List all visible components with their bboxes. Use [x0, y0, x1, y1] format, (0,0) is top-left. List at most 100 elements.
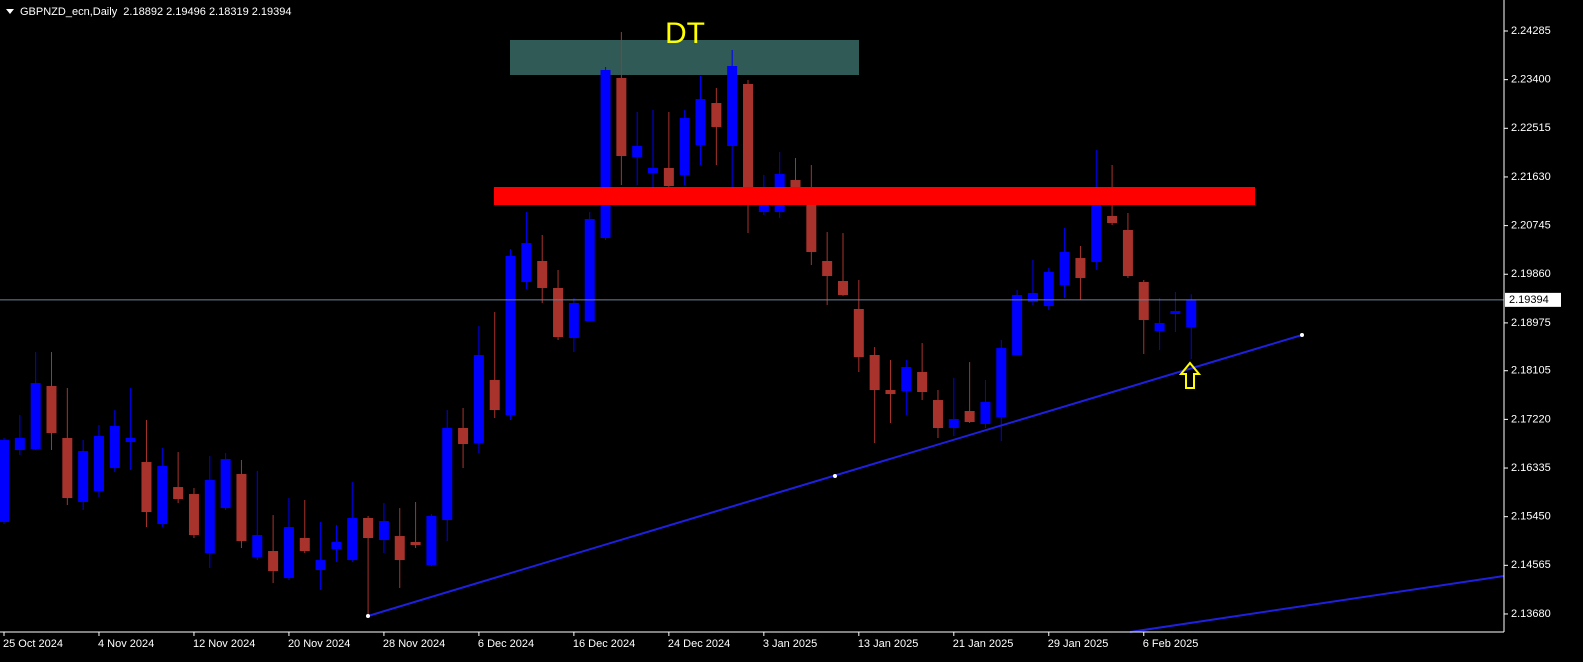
- candle-body: [62, 438, 73, 499]
- candle-body: [1012, 295, 1023, 356]
- candle-body: [315, 560, 326, 570]
- candle-body: [473, 355, 484, 444]
- candle-body: [537, 261, 548, 288]
- candle-body: [458, 428, 469, 444]
- price-label-box: [1505, 292, 1561, 307]
- y-tick-label: 2.20745: [1511, 220, 1551, 232]
- trend-point: [1300, 333, 1304, 337]
- candle-body: [236, 474, 247, 542]
- candle-body: [204, 480, 215, 554]
- x-tick-label: 6 Feb 2025: [1143, 638, 1199, 650]
- y-tick-label: 2.18975: [1511, 317, 1551, 329]
- y-tick-label: 2.13680: [1511, 608, 1551, 620]
- candle-body: [584, 219, 595, 322]
- trend-point: [833, 474, 837, 478]
- candle-body: [363, 517, 374, 538]
- candle-body: [173, 487, 184, 500]
- x-tick-label: 28 Nov 2024: [383, 638, 445, 650]
- x-tick-label: 24 Dec 2024: [668, 638, 730, 650]
- candle-body: [1075, 258, 1086, 278]
- y-tick-label: 2.23400: [1511, 74, 1551, 86]
- x-tick-label: 3 Jan 2025: [763, 638, 817, 650]
- candle-body: [188, 494, 199, 536]
- y-tick-label: 2.19860: [1511, 268, 1551, 280]
- candle-body: [758, 203, 769, 213]
- chart-title: GBPNZD_ecn,Daily 2.18892 2.19496 2.18319…: [20, 6, 292, 18]
- x-tick-label: 29 Jan 2025: [1048, 638, 1109, 650]
- candle-body: [299, 537, 310, 552]
- annotation: DT: [665, 17, 705, 50]
- candle-body: [283, 527, 294, 579]
- candle-body: [869, 355, 880, 391]
- y-tick-label: 2.15450: [1511, 511, 1551, 523]
- price-label: 2.19394: [1509, 294, 1549, 306]
- trend-line: [1129, 575, 1505, 633]
- trend-point: [366, 614, 370, 618]
- candle-body: [1027, 292, 1038, 303]
- candle-body: [1186, 299, 1197, 328]
- candle-body: [252, 535, 263, 558]
- candle-body: [141, 462, 152, 512]
- candle-body: [727, 66, 738, 147]
- y-tick-label: 2.21630: [1511, 171, 1551, 183]
- candle-body: [1043, 271, 1054, 307]
- foreground-objects: DT: [0, 17, 1505, 633]
- candle-body: [331, 542, 342, 549]
- candle-body: [46, 386, 57, 434]
- candle-body: [964, 411, 975, 423]
- candle-body: [679, 118, 690, 176]
- background-objects: [510, 40, 859, 75]
- x-tick-label: 16 Dec 2024: [573, 638, 635, 650]
- candle-body: [822, 261, 833, 277]
- x-tick-label: 12 Nov 2024: [193, 638, 255, 650]
- candle-body: [980, 402, 991, 424]
- x-tick-label: 13 Jan 2025: [858, 638, 919, 650]
- candle-body: [378, 521, 389, 541]
- candle-body: [489, 380, 500, 411]
- candle-body: [426, 516, 437, 565]
- candle-body: [93, 436, 104, 491]
- candle-body: [663, 167, 674, 187]
- double-top-zone: [510, 40, 859, 75]
- x-tick-label: 21 Jan 2025: [953, 638, 1014, 650]
- y-tick-label: 2.22515: [1511, 122, 1551, 134]
- candle-body: [505, 255, 516, 416]
- candle-body: [996, 348, 1007, 418]
- y-tick-label: 2.14565: [1511, 559, 1551, 571]
- candle-body: [0, 439, 9, 523]
- candle-body: [553, 287, 564, 338]
- x-tick-label: 6 Dec 2024: [478, 638, 534, 650]
- candle-body: [837, 281, 848, 296]
- x-tick-label: 20 Nov 2024: [288, 638, 350, 650]
- arrow: [1178, 361, 1202, 389]
- candle-body: [648, 167, 659, 173]
- candle-body: [394, 536, 405, 561]
- candle-body: [1122, 229, 1133, 277]
- axes: GBPNZD_ecn,Daily 2.18892 2.19496 2.18319…: [0, 0, 1561, 650]
- candle-body: [917, 371, 928, 392]
- candle-body: [157, 465, 168, 525]
- candle-body: [885, 390, 896, 395]
- candle-body: [14, 438, 25, 450]
- candle-body: [568, 302, 579, 339]
- candles: [0, 31, 1197, 617]
- candle-body: [806, 197, 817, 252]
- y-tick-label: 2.18105: [1511, 365, 1551, 377]
- candle-body: [220, 459, 231, 509]
- candle-body: [78, 451, 89, 502]
- candle-body: [1059, 251, 1070, 286]
- candle-body: [1091, 204, 1102, 262]
- candle-body: [1170, 311, 1181, 314]
- y-tick-label: 2.17220: [1511, 413, 1551, 425]
- candle-body: [347, 517, 358, 561]
- candle-body: [632, 146, 643, 157]
- candle-body: [901, 366, 912, 392]
- candle-body: [1154, 323, 1165, 332]
- candle-body: [109, 426, 120, 469]
- y-tick-label: 2.24285: [1511, 25, 1551, 37]
- candle-body: [616, 78, 627, 157]
- candle-body: [695, 99, 706, 146]
- candle-body: [1107, 215, 1118, 224]
- candle-body: [853, 308, 864, 358]
